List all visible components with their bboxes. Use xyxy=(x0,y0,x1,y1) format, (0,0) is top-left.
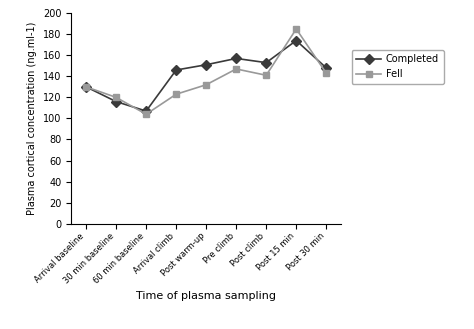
Fell xyxy=(113,95,119,99)
Fell xyxy=(83,85,89,89)
Line: Completed: Completed xyxy=(82,37,330,114)
Completed xyxy=(233,57,239,61)
Fell xyxy=(323,71,329,75)
Fell xyxy=(293,27,299,31)
Fell xyxy=(233,67,239,71)
X-axis label: Time of plasma sampling: Time of plasma sampling xyxy=(136,291,276,301)
Completed xyxy=(293,38,299,42)
Completed xyxy=(264,61,269,64)
Legend: Completed, Fell: Completed, Fell xyxy=(352,50,444,84)
Completed xyxy=(323,66,329,70)
Fell xyxy=(203,83,209,87)
Completed xyxy=(113,100,119,104)
Line: Fell: Fell xyxy=(82,25,330,118)
Completed xyxy=(173,68,179,72)
Completed xyxy=(203,63,209,67)
Fell xyxy=(143,112,149,116)
Completed xyxy=(143,109,149,113)
Y-axis label: Plasma cortical concentration (ng.ml-1): Plasma cortical concentration (ng.ml-1) xyxy=(27,22,37,215)
Completed xyxy=(83,85,89,89)
Fell xyxy=(264,73,269,77)
Fell xyxy=(173,92,179,96)
